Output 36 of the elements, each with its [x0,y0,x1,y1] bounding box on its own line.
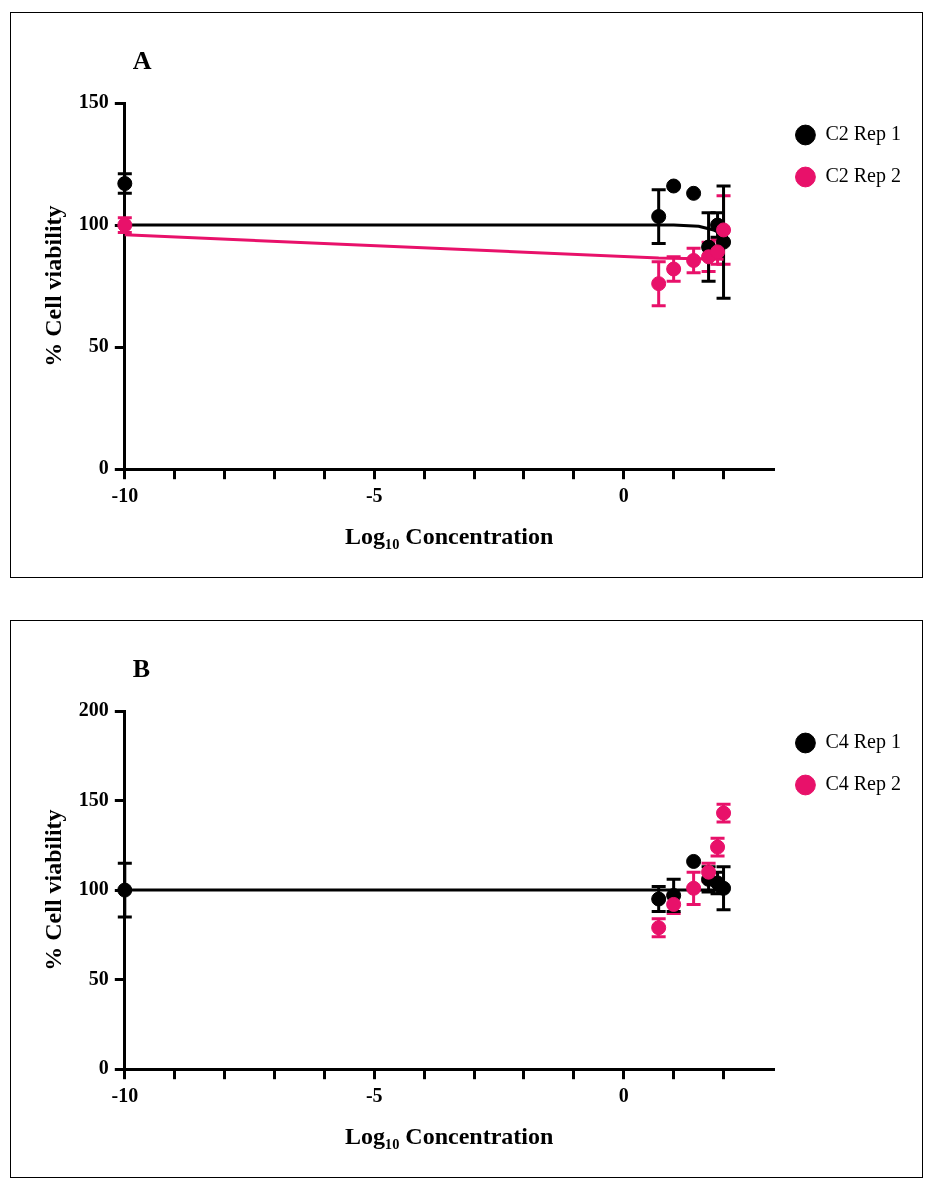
y-tick-label: 150 [78,787,109,810]
y-tick-label: 100 [78,877,109,900]
y-tick-label: 150 [78,90,109,113]
point [651,891,667,907]
y-tick-label: 100 [78,212,109,235]
x-axis-title: Log₁₀ Concentration [344,1122,554,1149]
point [710,244,726,260]
y-axis-title: % Cell viability [39,205,66,367]
chart-title: B [132,654,151,683]
point [651,209,667,225]
point [716,222,732,238]
y-axis-title: % Cell viability [39,809,66,971]
x-tick-label: -5 [365,484,383,507]
point [651,276,667,292]
y-tick-label: 0 [98,456,109,479]
x-axis-title: Log₁₀ Concentration [344,522,554,549]
legend-label: C4 Rep 1 [825,730,902,754]
point [666,178,682,194]
legend-label: C2 Rep 1 [825,122,902,146]
y-tick-label: 0 [98,1056,109,1079]
chart-title: A [132,46,152,75]
y-tick-label: 200 [78,698,109,721]
x-tick-label: 0 [618,1084,629,1107]
x-tick-label: -10 [111,1084,139,1107]
point [686,853,702,869]
point [686,252,702,268]
point [686,185,702,201]
y-tick-label: 50 [88,334,109,357]
x-tick-label: -10 [111,484,139,507]
x-tick-label: -5 [365,1084,383,1107]
x-tick-label: 0 [618,484,629,507]
legend-label: C4 Rep 2 [825,772,902,796]
y-tick-label: 50 [88,966,109,989]
point [666,261,682,277]
legend-label: C2 Rep 2 [825,164,902,188]
point [686,880,702,896]
